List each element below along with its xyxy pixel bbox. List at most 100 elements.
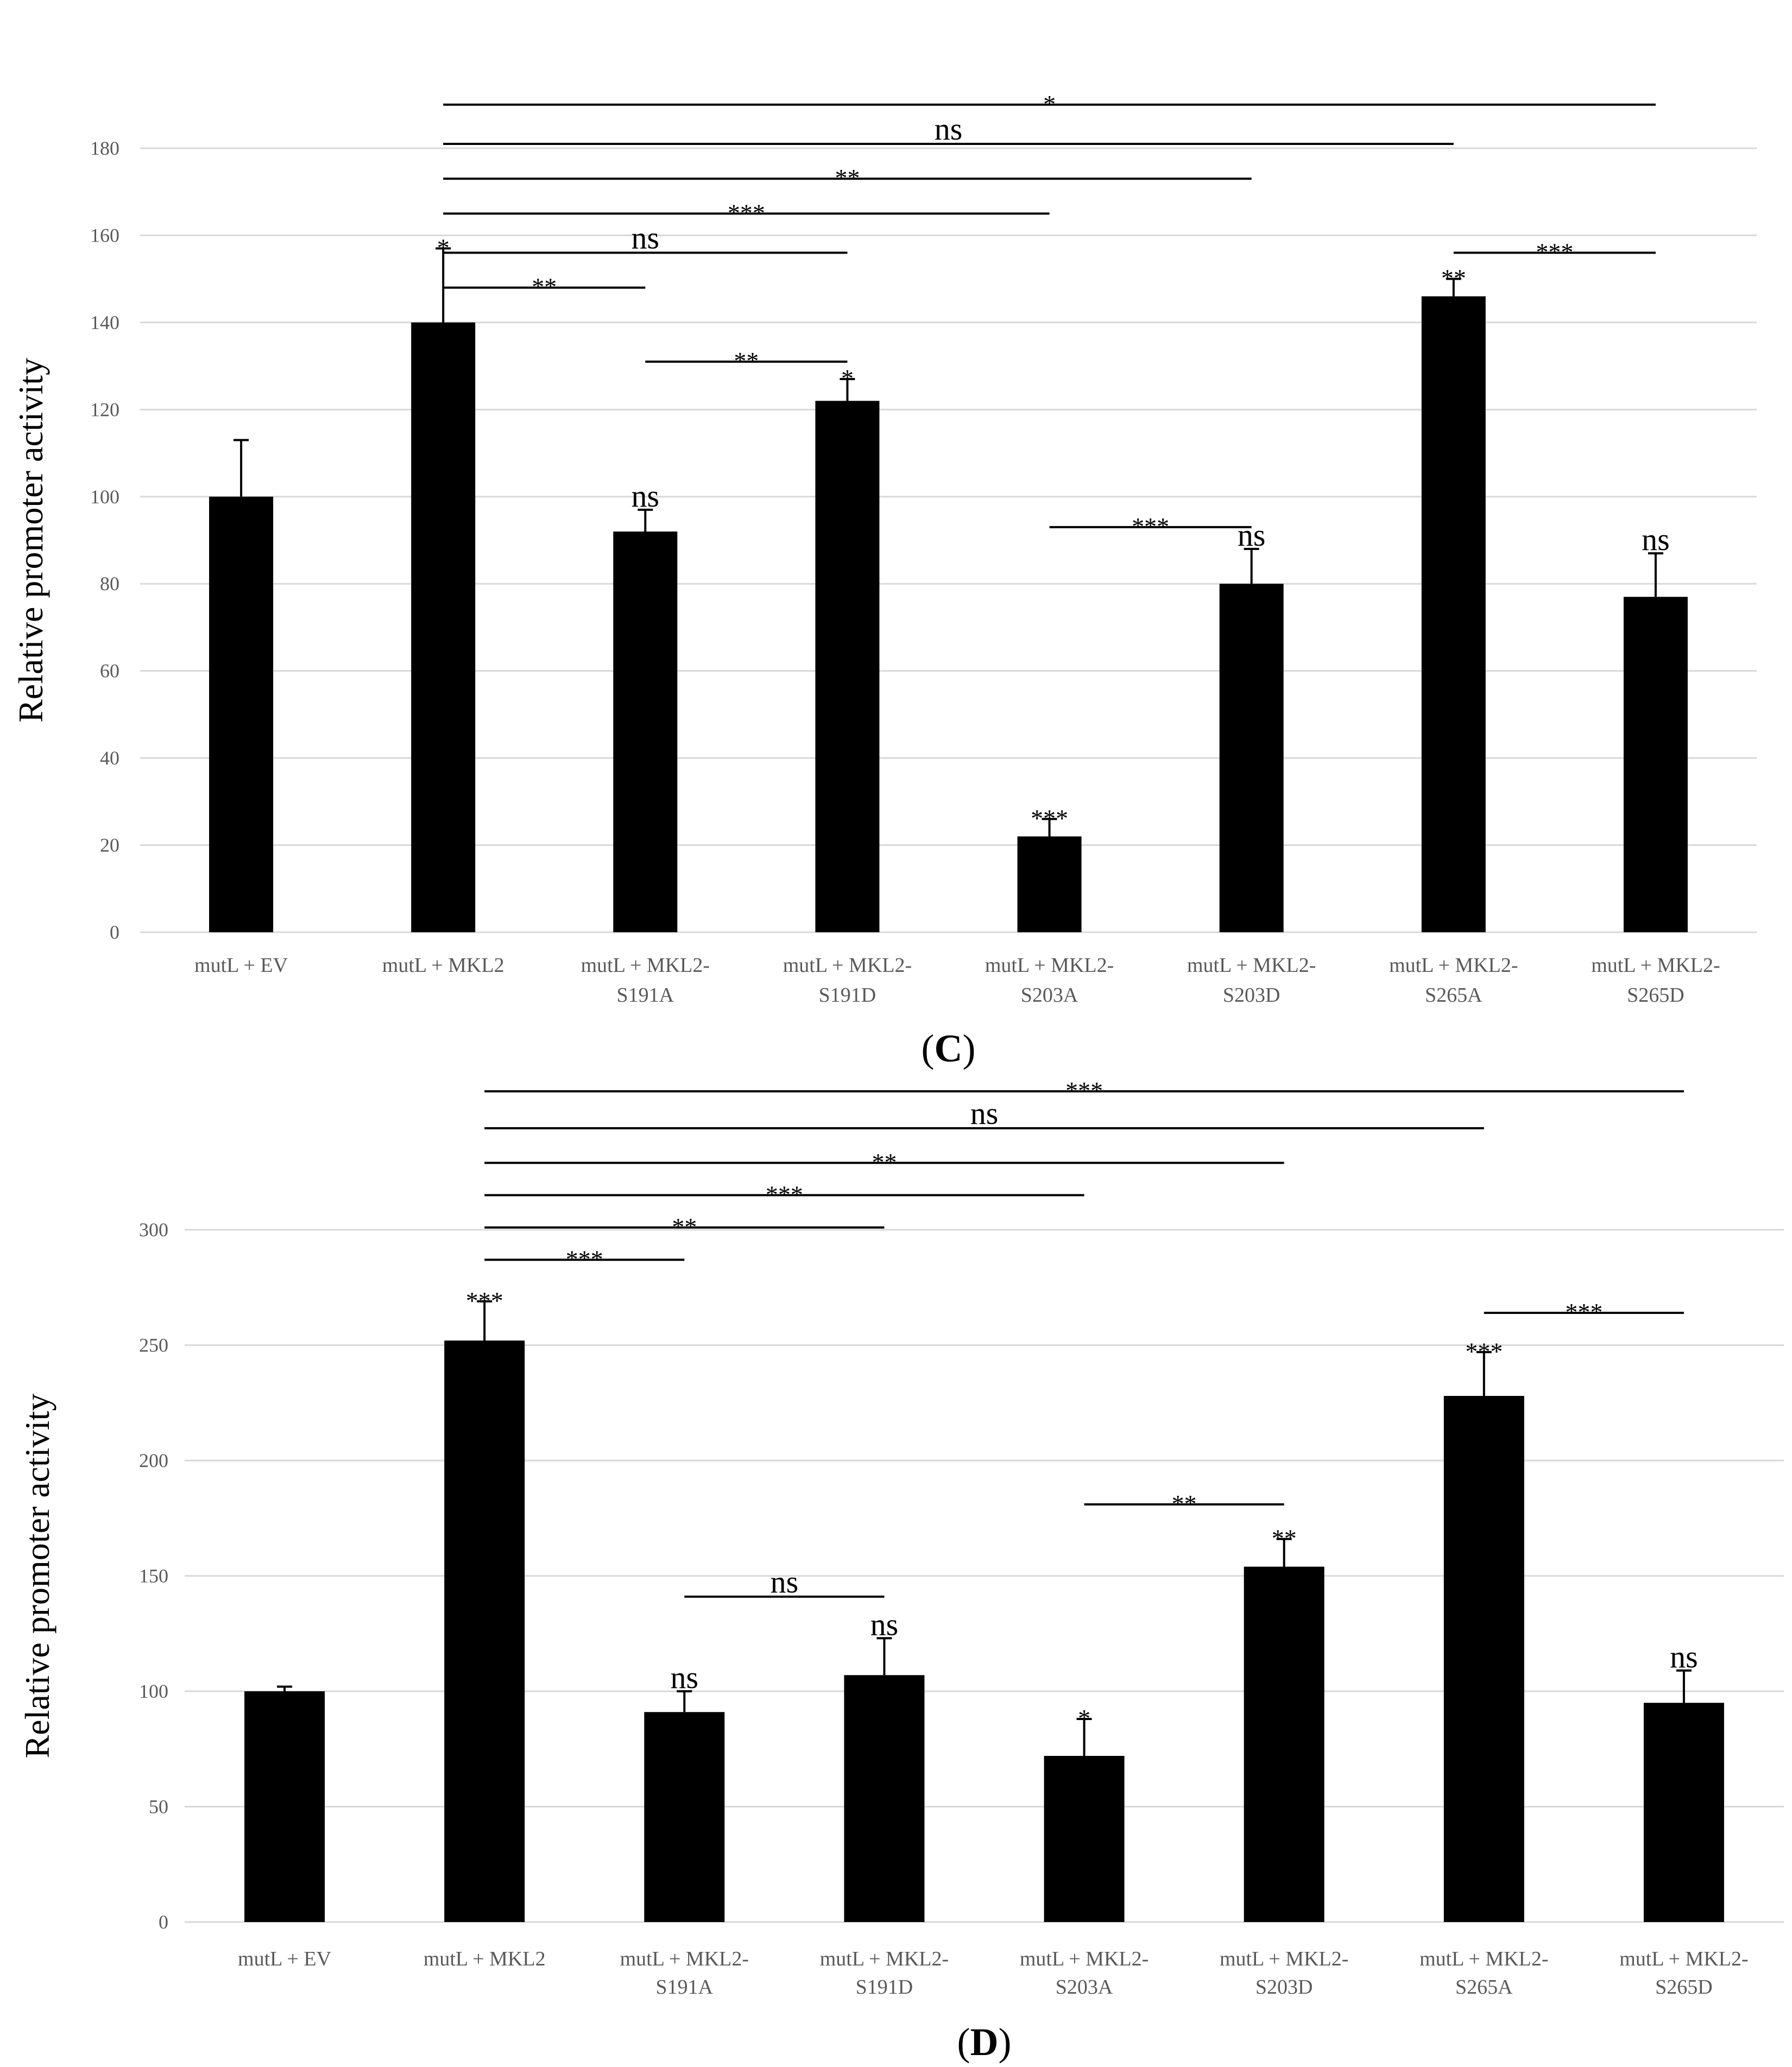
significance-label: ns: [671, 1660, 699, 1695]
y-tick-label: 50: [149, 1796, 168, 1818]
comparison-label: ***: [1065, 1077, 1103, 1104]
category-label: mutL + MKL2-: [783, 954, 912, 977]
comparison-label: ***: [766, 1180, 803, 1208]
y-tick-label: 300: [139, 1219, 168, 1241]
comparison-label: **: [872, 1148, 897, 1176]
y-tick-label: 100: [139, 1680, 168, 1702]
bar: [1421, 296, 1486, 932]
bar: [1244, 1566, 1324, 1922]
bar: [209, 496, 274, 932]
comparison-label: **: [672, 1213, 697, 1241]
bar: [1443, 1396, 1524, 1922]
y-tick-label: 180: [90, 137, 119, 159]
y-tick-label: 40: [100, 747, 119, 769]
comparison-label: ***: [566, 1245, 603, 1273]
category-label: mutL + MKL2-: [620, 1948, 749, 1970]
y-tick-label: 80: [100, 573, 119, 595]
category-label: mutL + EV: [194, 954, 288, 977]
category-label: mutL + MKL2-: [1187, 954, 1316, 977]
category-label: S203A: [1021, 984, 1078, 1007]
significance-label: ns: [1670, 1639, 1698, 1674]
category-label: mutL + MKL2: [424, 1948, 546, 1970]
category-label: S265A: [1455, 1976, 1513, 1999]
panel-c-chart: 0 20 40 60 80 100 120 140 160 180 Relative promote…: [11, 90, 1757, 1070]
category-label: mutL + MKL2-: [1419, 1948, 1548, 1970]
comparison-label: ns: [935, 111, 963, 147]
comparison-label: ***: [1132, 513, 1169, 540]
comparison-label: *: [1043, 90, 1056, 118]
comparison-label: ***: [728, 199, 765, 226]
category-label: S203D: [1255, 1976, 1313, 1999]
y-tick-label: 20: [100, 835, 119, 856]
y-tick-label: 250: [139, 1335, 168, 1356]
category-label: mutL + MKL2-: [985, 954, 1114, 977]
significance-label: *: [841, 364, 854, 392]
comparison-label: ***: [1536, 238, 1573, 266]
y-axis-label: Relative promoter activity: [18, 1394, 56, 1759]
category-label: S203D: [1223, 984, 1280, 1007]
comparison-label: **: [532, 273, 557, 301]
bar: [1017, 836, 1082, 932]
significance-label: ns: [1642, 522, 1670, 557]
significance-label: ns: [1238, 517, 1266, 553]
category-label: mutL + MKL2-: [1220, 1948, 1348, 1970]
y-tick-label: 200: [139, 1450, 168, 1471]
bar: [815, 401, 880, 932]
comparison-label: **: [835, 164, 860, 192]
y-axis-label: Relative promoter activity: [11, 358, 50, 723]
y-tick-label: 0: [159, 1911, 168, 1933]
y-tick-label: 100: [90, 486, 119, 508]
comparison-label: **: [734, 347, 759, 375]
category-label: mutL + MKL2-: [1020, 1948, 1149, 1970]
comparison-label: **: [1172, 1490, 1197, 1518]
bar: [1643, 1703, 1724, 1922]
category-label: S265D: [1655, 1976, 1713, 1999]
comparison-label: ns: [632, 220, 660, 256]
significance-label: ***: [1031, 804, 1068, 832]
category-label: S191A: [656, 1976, 714, 1999]
category-label: mutL + MKL2-: [1619, 1948, 1748, 1970]
significance-label: **: [1272, 1525, 1297, 1552]
y-tick-label: 120: [90, 399, 119, 420]
category-label: mutL + EV: [238, 1948, 332, 1970]
comparison-label: ns: [970, 1096, 999, 1131]
significance-label: *: [437, 234, 450, 262]
bar: [1044, 1756, 1125, 1922]
category-label: S265D: [1627, 984, 1684, 1007]
y-tick-label: 60: [100, 660, 119, 682]
category-label: mutL + MKL2-: [1591, 954, 1720, 977]
significance-label: ns: [632, 478, 660, 514]
category-label: mutL + MKL2-: [820, 1948, 949, 1970]
y-tick-label: 150: [139, 1565, 168, 1587]
category-label: S191D: [856, 1976, 913, 1999]
bar: [1623, 597, 1688, 932]
significance-label: ***: [466, 1287, 503, 1314]
y-tick-label: 140: [90, 312, 119, 333]
bar: [613, 531, 678, 932]
significance-label: *: [1078, 1704, 1090, 1732]
category-label: mutL + MKL2-: [581, 954, 710, 977]
significance-label: ***: [1465, 1337, 1503, 1365]
category-label: S191A: [617, 984, 674, 1007]
comparison-label: ***: [1565, 1298, 1602, 1326]
bar: [444, 1341, 525, 1922]
bar: [244, 1691, 325, 1922]
significance-label: ns: [870, 1607, 899, 1642]
category-label: mutL + MKL2: [382, 954, 504, 977]
y-tick-label: 160: [90, 224, 119, 246]
category-label: S191D: [819, 984, 876, 1007]
category-label: mutL + MKL2-: [1389, 954, 1518, 977]
comparison-label: ns: [771, 1564, 799, 1600]
y-tick-label: 0: [110, 921, 119, 943]
bar: [644, 1712, 725, 1922]
bar: [1219, 584, 1284, 932]
bar: [411, 322, 476, 932]
category-label: S203A: [1056, 1976, 1113, 1999]
significance-label: **: [1441, 264, 1466, 292]
panel-d-chart: 0 50 100 150 200 250 300 Relative promoter acti…: [18, 1077, 1784, 2064]
panel-label-d: (D): [957, 2020, 1012, 2064]
bar: [844, 1675, 925, 1922]
panel-label-c: (C): [922, 1027, 976, 1070]
category-label: S265A: [1425, 984, 1482, 1007]
